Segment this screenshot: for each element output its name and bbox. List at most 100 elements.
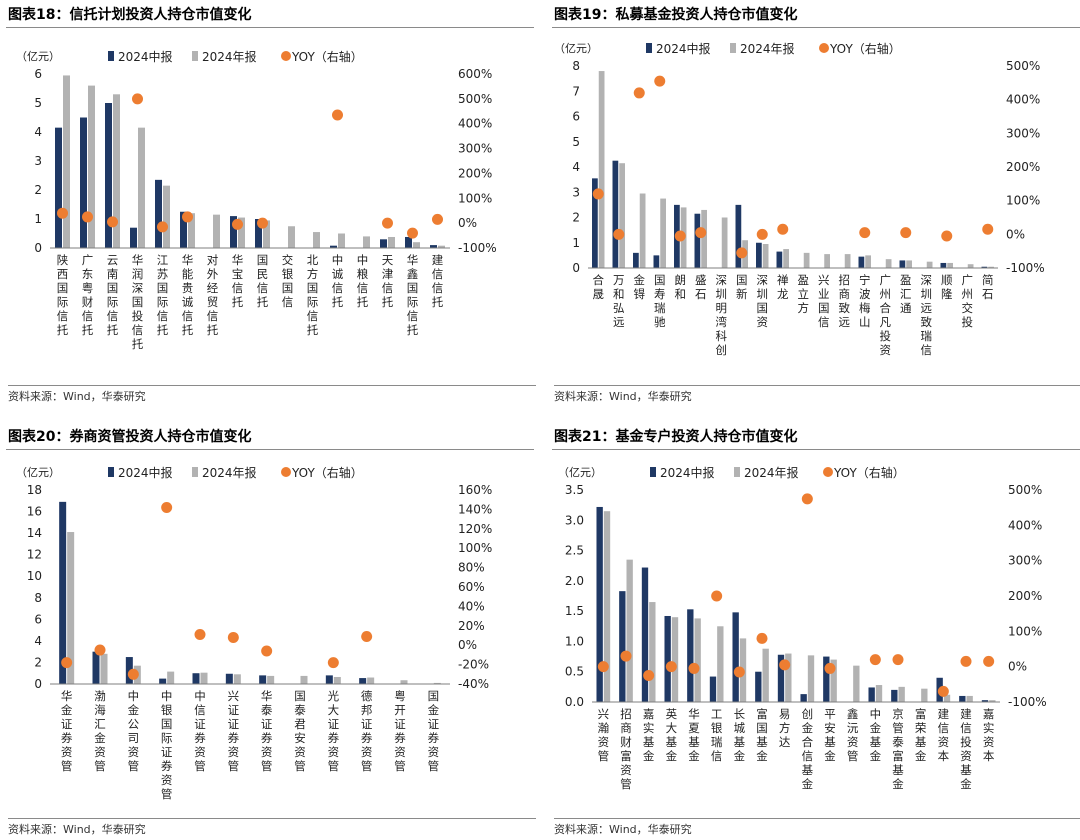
legend-label: 2024中报: [118, 465, 173, 480]
y-axis-unit-label: （亿元）: [16, 50, 60, 63]
yoy-point: [620, 650, 632, 662]
category-labels: 兴瀚资管招商财富资管嘉实基金英大基金华夏基金工银瑞信长城基金富国基金易方达创金合…: [598, 707, 995, 791]
bars: [592, 71, 994, 268]
right-tick-label: 160%: [458, 483, 492, 497]
category-label: 广州合凡投资: [880, 273, 892, 357]
left-tick-label: 16: [27, 505, 42, 519]
left-tick-label: 0: [34, 241, 42, 255]
category-label: 国民信托: [257, 253, 269, 309]
bar-2024-mid: [687, 609, 694, 702]
bar-2024-mid: [325, 675, 333, 684]
bar-2024-annual: [762, 244, 769, 268]
bar-2024-annual: [824, 254, 830, 268]
left-tick-label: 3.5: [565, 483, 584, 497]
yoy-point: [633, 87, 645, 99]
bar-2024-mid: [732, 612, 739, 702]
legend-label: 2024年报: [744, 465, 799, 480]
yoy-point: [756, 632, 768, 644]
right-tick-label: 400%: [1008, 518, 1042, 532]
legend-swatch: [734, 467, 740, 477]
bar-2024-annual: [338, 233, 345, 248]
left-tick-label: 18: [27, 483, 42, 497]
yoy-point: [257, 217, 268, 229]
bar-2024-mid: [641, 567, 649, 702]
bar-2024-mid: [592, 178, 598, 268]
category-label: 京管泰富基金: [892, 707, 904, 791]
bar-2024-mid: [858, 256, 865, 268]
bar-2024-annual: [363, 236, 370, 248]
right-tick-label: -100%: [1008, 695, 1047, 709]
yoy-point: [57, 207, 68, 219]
left-tick-label: 1.0: [565, 634, 584, 648]
legend: 2024中报 2024年报 YOY（右轴）: [646, 41, 901, 56]
left-tick-label: 6: [34, 67, 42, 81]
bar-2024-mid: [259, 675, 267, 684]
category-label: 华金证券资管: [61, 689, 73, 773]
yoy-point: [261, 645, 273, 657]
left-tick-label: 0: [34, 677, 42, 691]
bar-2024-annual: [943, 694, 951, 702]
yoy-point: [182, 211, 193, 223]
yoy-point: [61, 657, 73, 669]
yoy-point: [960, 655, 972, 667]
legend-label: YOY（右轴）: [291, 465, 363, 480]
left-tick-label: 3: [34, 154, 42, 168]
left-tick-label: 3: [572, 185, 580, 199]
bar-2024-annual: [400, 680, 408, 684]
bar-2024-annual: [267, 675, 275, 684]
bar-2024-mid: [776, 251, 783, 268]
bar-2024-annual: [167, 671, 175, 684]
bar-2024-mid: [192, 673, 200, 684]
right-tick-label: 100%: [458, 541, 492, 555]
category-label: 盛石: [695, 273, 707, 301]
bar-2024-mid: [359, 678, 367, 684]
left-tick-label: 2: [34, 655, 42, 669]
yoy-point: [132, 93, 143, 105]
left-tick-label: 7: [572, 84, 580, 98]
bar-2024-annual: [898, 686, 905, 702]
right-tick-label: 120%: [458, 522, 492, 536]
bar-2024-annual: [921, 688, 928, 702]
chart-title: 图表19：私募基金投资人持仓市值变化: [552, 2, 1080, 28]
bar-2024-mid: [891, 689, 898, 702]
category-label: 招商财富资管: [620, 707, 632, 791]
category-labels: 华金证券资管 渤海汇金资管 中金公司资管 中银国际证券资管 中信证券资管 兴证证券资管 华泰…: [61, 689, 440, 801]
right-tick-label: 140%: [458, 502, 492, 516]
left-tick-label: 8: [34, 591, 42, 605]
yoy-point: [736, 247, 748, 259]
bars: [59, 501, 441, 684]
yoy-point: [937, 685, 949, 697]
left-tick-label: 2.0: [565, 574, 584, 588]
left-tick-label: 1: [34, 212, 42, 226]
bar-2024-mid: [159, 678, 167, 684]
chart-20-svg: （亿元） 2024中报 2024年报 YOY（右轴） 0 2 4 6 8 10 12 14 16 18 -4…: [16, 465, 492, 801]
category-label: 易方达: [779, 707, 791, 749]
left-tick-label: 2.5: [565, 544, 584, 558]
category-label: 禅龙: [777, 273, 789, 301]
bar-2024-mid: [105, 103, 112, 248]
category-label: 中金基金: [870, 707, 882, 763]
category-label: 粤开证券资管: [394, 689, 406, 773]
yoy-point: [801, 493, 813, 505]
bar-2024-annual: [438, 245, 445, 248]
legend: 2024中报 2024年报 YOY（右轴）: [108, 465, 363, 480]
bars: [596, 506, 996, 702]
bar-2024-annual: [413, 242, 420, 248]
right-tick-label: 300%: [1008, 554, 1042, 568]
category-label: 盈立方: [798, 273, 810, 315]
bar-2024-mid: [180, 211, 187, 248]
bar-2024-annual: [213, 214, 220, 248]
chart-title: 图表21：基金专户投资人持仓市值变化: [552, 424, 1080, 450]
bar-2024-mid: [664, 615, 671, 702]
left-tick-label: 8: [572, 59, 580, 73]
category-label: 国寿瑞驰: [654, 273, 666, 329]
bar-2024-annual: [717, 626, 724, 702]
yoy-point: [711, 590, 723, 602]
category-label: 宁波梅山: [859, 273, 871, 329]
bar-2024-mid: [430, 245, 437, 248]
bar-2024-mid: [755, 671, 762, 702]
legend-label: 2024年报: [202, 49, 257, 64]
category-label: 渤海汇金资管: [94, 689, 106, 773]
yoy-point: [407, 227, 418, 239]
legend-label: 2024中报: [656, 41, 711, 56]
